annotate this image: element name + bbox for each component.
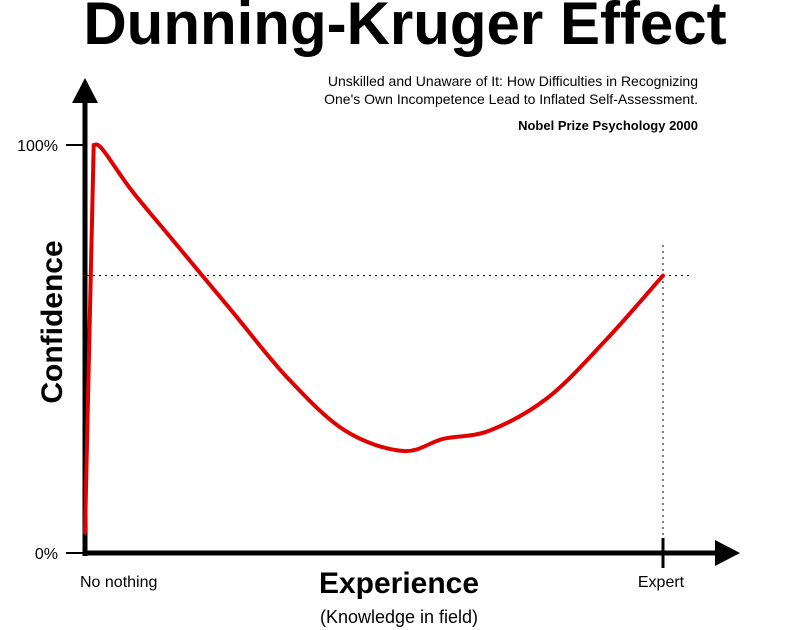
chart-subtitle-line-1: Unskilled and Unaware of It: How Difficu… <box>328 73 698 89</box>
x-tick-label-no-nothing: No nothing <box>80 574 157 591</box>
x-axis-label: Experience <box>319 567 479 600</box>
x-axis-sublabel: (Knowledge in field) <box>320 607 478 627</box>
y-tick-label-0: 0% <box>35 546 58 563</box>
chart-subtitle-line-2: One's Own Incompetence Lead to Inflated … <box>324 91 698 107</box>
y-axis-arrow <box>72 78 98 103</box>
series-line-confidence <box>83 142 665 535</box>
y-tick-label-100: 100% <box>17 138 58 155</box>
chart-note: Nobel Prize Psychology 2000 <box>518 118 698 133</box>
x-axis-arrow <box>715 540 740 566</box>
chart-title: Dunning-Kruger Effect <box>83 0 726 57</box>
y-axis-label: Confidence <box>36 240 69 403</box>
x-tick-label-expert: Expert <box>638 574 685 591</box>
